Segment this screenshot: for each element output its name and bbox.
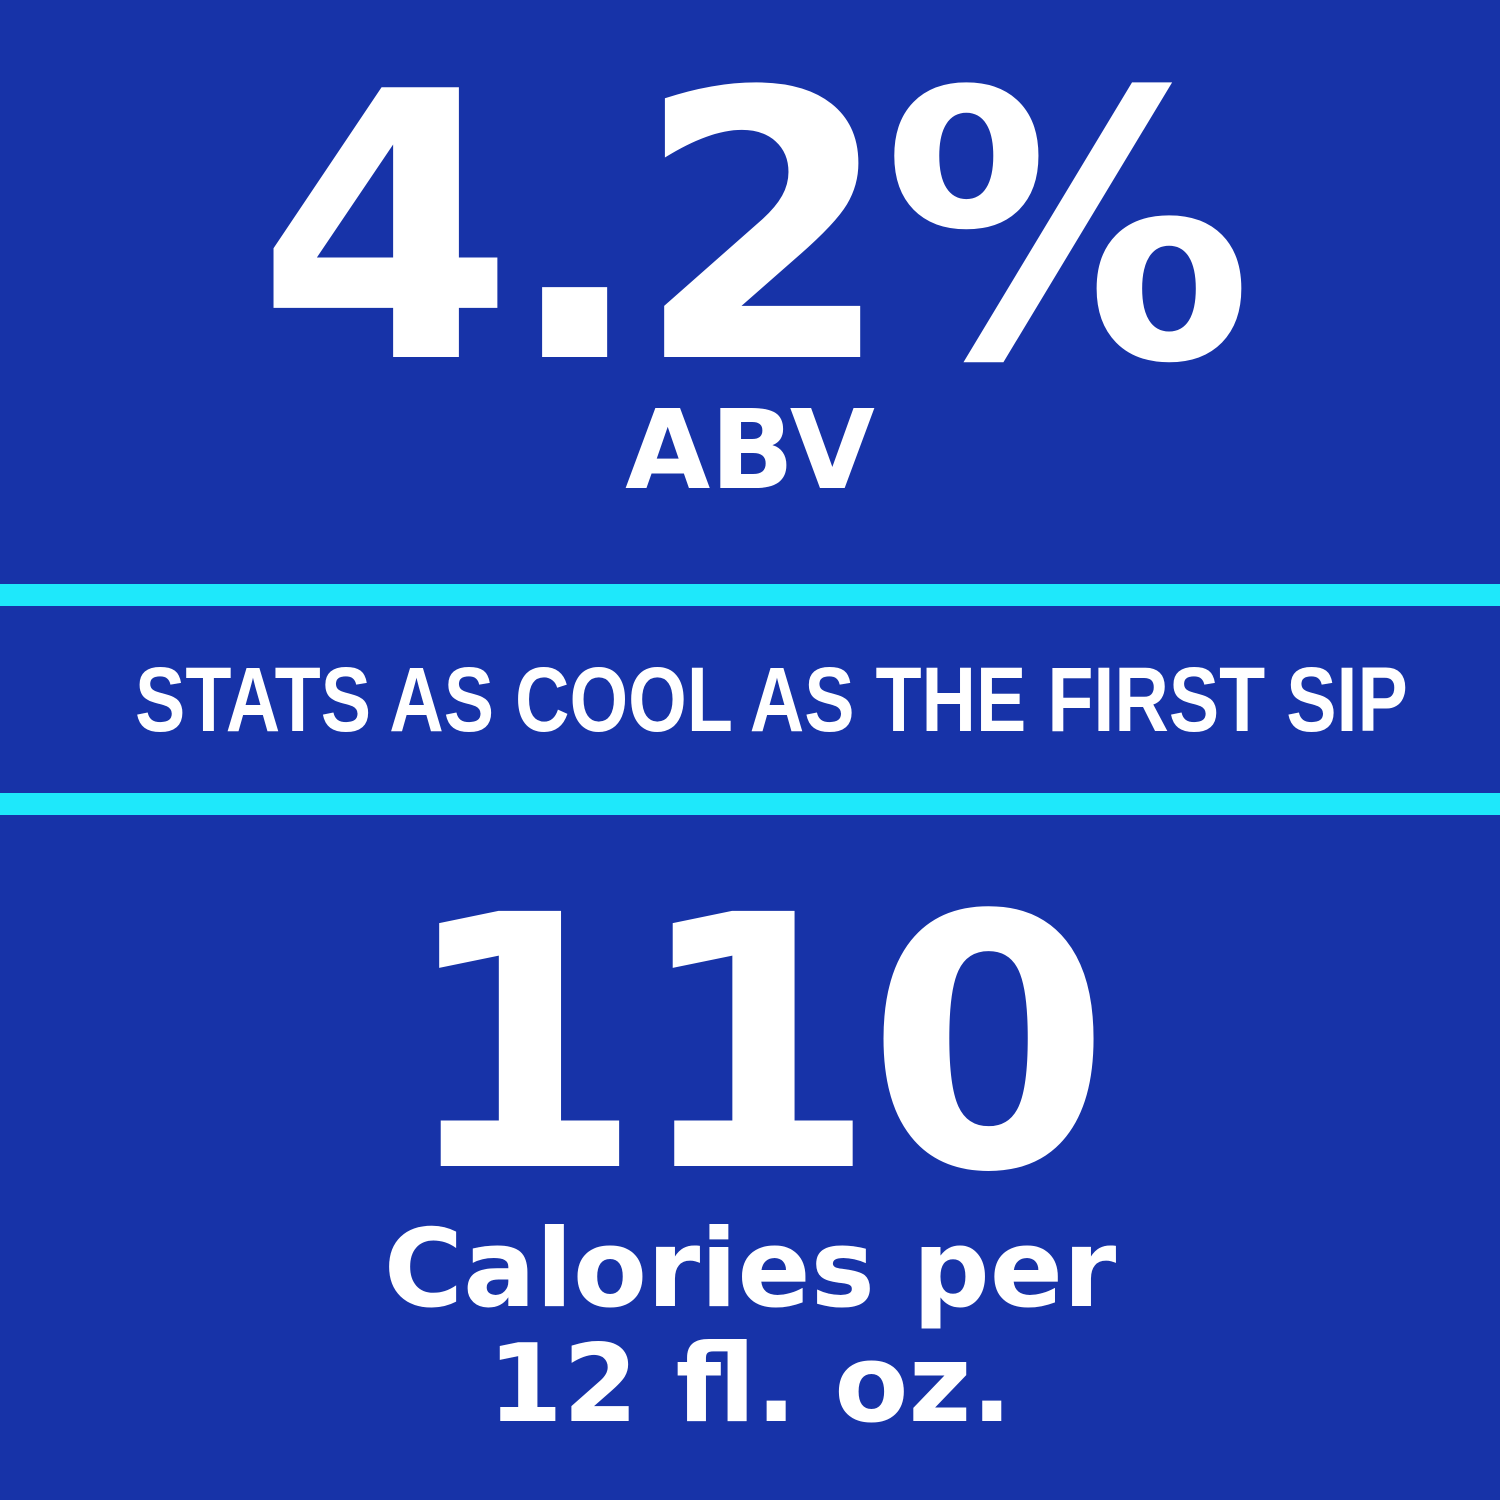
abv-value: 4.2% bbox=[256, 15, 1253, 445]
abv-label: ABV bbox=[625, 386, 875, 514]
banner: STATS AS COOL AS THE FIRST SIP bbox=[135, 649, 1408, 751]
stripe bbox=[0, 793, 1500, 815]
calories-label: Calories per bbox=[383, 1207, 1117, 1332]
calories-value: 110 bbox=[399, 841, 1111, 1249]
calories-label: 12 fl. oz. bbox=[487, 1322, 1013, 1447]
stripe bbox=[0, 584, 1500, 606]
